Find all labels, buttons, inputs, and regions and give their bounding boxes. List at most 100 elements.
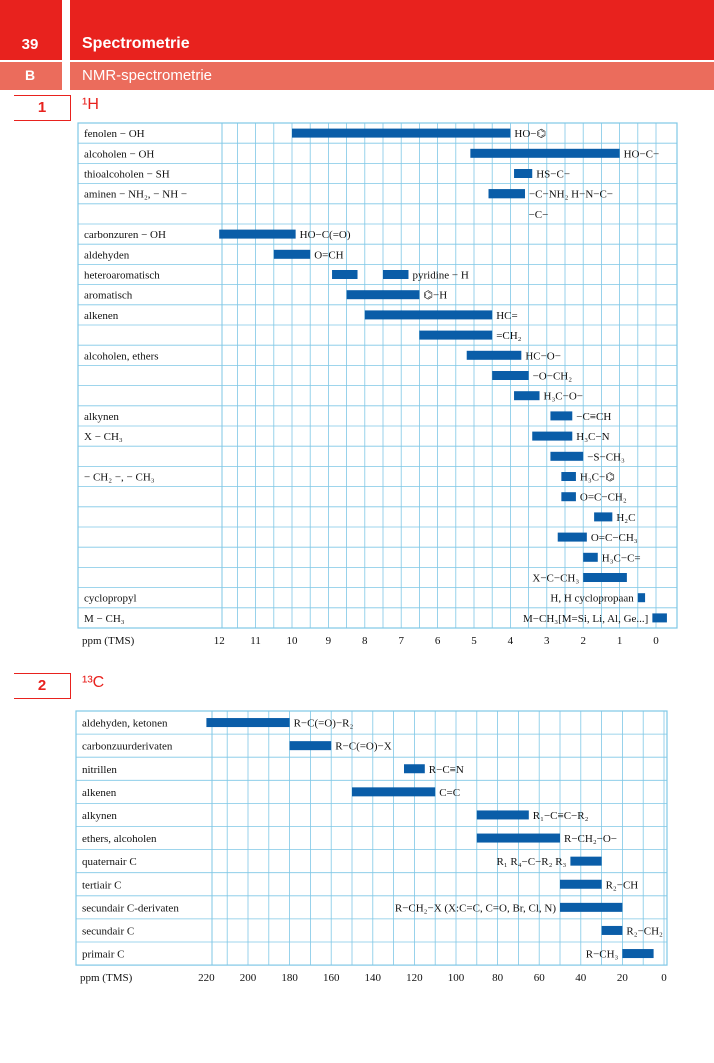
c2-tick-label: 40 [575, 972, 587, 984]
c1-bar [652, 613, 667, 623]
c1-row-annotation: O=C−CH₂ [580, 492, 627, 504]
c2-tick-label: 180 [281, 972, 298, 984]
c1-tick-label: 4 [508, 635, 514, 647]
c1-row-annotation: H₃C−O− [544, 391, 583, 403]
c1-row-annotation: HO−C(=O) [300, 229, 351, 241]
c1-bar [561, 492, 576, 502]
chapter-title: Spectrometrie [82, 35, 190, 52]
c2-axis-label: ppm (TMS) [80, 972, 133, 984]
c1-bar [532, 431, 573, 441]
c2-bar [622, 949, 654, 959]
section-title-1: ¹H [82, 96, 99, 113]
c2-row-annotation: R−CH₃ [586, 949, 619, 961]
c1-row-annotation: ⌬−H [423, 290, 447, 302]
section-number-1: 1 [14, 95, 71, 121]
c1-tick-label: 5 [471, 635, 477, 647]
c2-tick-label: 120 [406, 972, 423, 984]
section-title-2: ¹³C [82, 674, 105, 691]
c2-row-label: quaternair C [82, 856, 137, 868]
c1-tick-label: 3 [544, 635, 550, 647]
section-header: B NMR-spectrometrie [0, 62, 714, 90]
chapter-header: 39 Spectrometrie [0, 0, 714, 60]
c1-row-annotation: HC−O− [525, 350, 561, 362]
c1-tick-label: 10 [287, 635, 299, 647]
c2-row-label: tertiair C [82, 879, 121, 891]
c1-bar [292, 128, 511, 138]
c1-row-label: fenolen − OH [84, 128, 145, 140]
c1-row-label: aldehyden [84, 249, 130, 261]
c1-row-annotation: O=CH [314, 249, 343, 261]
c1-row-label: heteroaromatisch [84, 270, 160, 282]
c2-row-label: secundair C [82, 925, 134, 937]
c2-bar [560, 902, 623, 912]
c1-row-annotation: −O−CH₂ [533, 371, 573, 383]
c1-tick-label: 12 [214, 635, 225, 647]
c2-row-annotation: R−CH₂−X (X:C=C, C=O, Br, Cl, N) [395, 902, 556, 914]
c2-row-label: alkenen [82, 787, 117, 799]
c1-row-annotation: HO−C− [624, 148, 660, 160]
c1-row-label: alcoholen − OH [84, 148, 154, 160]
c2-bar [206, 718, 290, 728]
c1-row-label: alcoholen, ethers [84, 350, 159, 362]
section-number-2: 2 [14, 673, 71, 699]
c2-tick-label: 200 [240, 972, 257, 984]
c2-bar [404, 764, 425, 774]
c2-row-label: secundair C-derivaten [82, 902, 179, 914]
section-letter: B [24, 67, 36, 83]
c1-row-label: − CH₂ −, − CH₃ [84, 472, 155, 484]
section-subtitle: NMR-spectrometrie [82, 67, 213, 84]
c2-tick-label: 80 [492, 972, 504, 984]
c1-row-annotation: HC= [496, 310, 517, 322]
c1-row-annotation: HS−C− [536, 169, 570, 181]
c2-tick-label: 20 [617, 972, 629, 984]
c2-row-annotation: R₂−CH [606, 879, 639, 891]
c2-row-annotation: R−CH₂−O− [564, 833, 617, 845]
c1-row-label: X − CH₃ [84, 431, 123, 443]
c1-frame [77, 122, 678, 629]
c1-tick-label: 7 [398, 635, 404, 647]
c2-bar [476, 810, 529, 820]
c1-row-label: carbonzuren − OH [84, 229, 166, 241]
c1-row-annotation: X−C−CH₃ [532, 573, 579, 585]
c1-tick-label: 11 [250, 635, 261, 647]
c1-row-annotation: H₂C [616, 512, 635, 524]
c1-bar [466, 350, 522, 360]
c1-row-annotation: H₃C−N [576, 431, 609, 443]
c1-tick-label: 9 [326, 635, 332, 647]
c1-bar [364, 310, 493, 320]
c2-tick-label: 0 [661, 972, 667, 984]
c2-row-label: ethers, alcoholen [82, 833, 157, 845]
c1-bar [383, 270, 409, 279]
c1-row-annotation: O=C−CH₃ [591, 532, 638, 544]
c1-bar [219, 229, 296, 239]
chapter-number: 39 [21, 36, 39, 53]
c1-bar [273, 249, 311, 259]
c1-bar [594, 512, 613, 522]
c1-row-label: alkenen [84, 310, 119, 322]
c1-bar [346, 290, 420, 300]
c1-bar [332, 270, 358, 279]
c2-row-annotation: C=C [439, 787, 460, 799]
c2-row-label: alkynen [82, 810, 117, 822]
c1-row-label: aromatisch [84, 290, 133, 302]
c1-tick-label: 1 [617, 635, 623, 647]
c1-bar [492, 371, 529, 380]
c1-row-annotation: H₃C−⌬ [580, 472, 615, 484]
c2-row-annotation: R₁ R₄−C−R₂ R₃ [496, 856, 566, 868]
c1-bar [583, 552, 598, 562]
c1-bar [550, 451, 584, 461]
c2-bar [476, 833, 560, 843]
c1-row-annotation: pyridine − H [412, 270, 468, 282]
c1-row-label: thioalcoholen − SH [84, 169, 170, 181]
c2-row-annotation: R−C(=O)−R₂ [294, 718, 354, 730]
c2-bar [352, 787, 436, 797]
c2-row-label: aldehyden, ketonen [82, 718, 168, 730]
c2-bar [570, 856, 602, 866]
c1-tick-label: 2 [580, 635, 586, 647]
c2-row-label: nitrillen [82, 764, 117, 776]
c2-tick-label: 160 [323, 972, 340, 984]
c1-bar [514, 169, 533, 178]
c1-bar [488, 189, 525, 199]
c1-row-annotation: H₃C−C= [602, 552, 641, 564]
c2-tick-label: 140 [365, 972, 382, 984]
